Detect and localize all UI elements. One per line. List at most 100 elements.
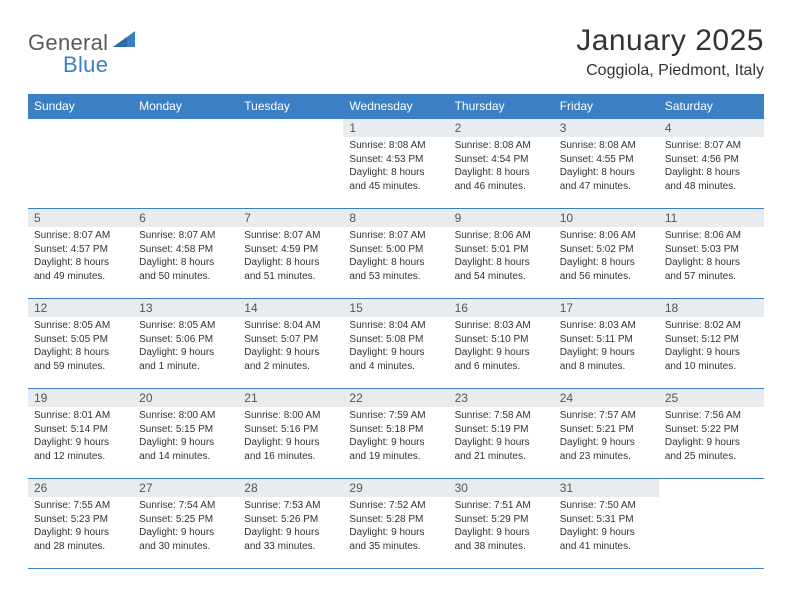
sunset-text: Sunset: 5:31 PM	[560, 513, 653, 527]
calendar-day-cell: 1Sunrise: 8:08 AMSunset: 4:53 PMDaylight…	[343, 119, 448, 209]
sunset-text: Sunset: 5:12 PM	[665, 333, 758, 347]
day-data: Sunrise: 7:52 AMSunset: 5:28 PMDaylight:…	[343, 497, 448, 559]
day-data: Sunrise: 8:07 AMSunset: 4:56 PMDaylight:…	[659, 137, 764, 199]
calendar-header-row: Sunday Monday Tuesday Wednesday Thursday…	[28, 94, 764, 119]
day-data: Sunrise: 8:07 AMSunset: 4:59 PMDaylight:…	[238, 227, 343, 289]
calendar-day-cell: 9Sunrise: 8:06 AMSunset: 5:01 PMDaylight…	[449, 209, 554, 299]
daylight-text: Daylight: 8 hours and 46 minutes.	[455, 166, 548, 193]
calendar-day-cell: 6Sunrise: 8:07 AMSunset: 4:58 PMDaylight…	[133, 209, 238, 299]
day-number: 21	[238, 389, 343, 407]
calendar-day-cell: 2Sunrise: 8:08 AMSunset: 4:54 PMDaylight…	[449, 119, 554, 209]
calendar-day-cell: 13Sunrise: 8:05 AMSunset: 5:06 PMDayligh…	[133, 299, 238, 389]
daylight-text: Daylight: 8 hours and 50 minutes.	[139, 256, 232, 283]
day-data: Sunrise: 8:05 AMSunset: 5:05 PMDaylight:…	[28, 317, 133, 379]
day-data: Sunrise: 8:07 AMSunset: 4:57 PMDaylight:…	[28, 227, 133, 289]
calendar-day-cell: 7Sunrise: 8:07 AMSunset: 4:59 PMDaylight…	[238, 209, 343, 299]
sunrise-text: Sunrise: 7:56 AM	[665, 409, 758, 423]
daylight-text: Daylight: 9 hours and 41 minutes.	[560, 526, 653, 553]
day-number: 11	[659, 209, 764, 227]
day-data: Sunrise: 7:54 AMSunset: 5:25 PMDaylight:…	[133, 497, 238, 559]
day-number: 7	[238, 209, 343, 227]
calendar-day-cell: 10Sunrise: 8:06 AMSunset: 5:02 PMDayligh…	[554, 209, 659, 299]
sunset-text: Sunset: 4:53 PM	[349, 153, 442, 167]
logo-text-blue: Blue	[31, 52, 108, 77]
day-number: 5	[28, 209, 133, 227]
calendar-week-row: 1 Sunrise: 8:08 AMSunset: 4:53 PM Daylight…	[28, 119, 764, 209]
sunset-text: Sunset: 5:00 PM	[349, 243, 442, 257]
sunrise-text: Sunrise: 8:04 AM	[244, 319, 337, 333]
calendar-day-cell: 26Sunrise: 7:55 AMSunset: 5:23 PMDayligh…	[28, 479, 133, 569]
calendar-day-cell: 22Sunrise: 7:59 AMSunset: 5:18 PMDayligh…	[343, 389, 448, 479]
daylight-text: Daylight: 9 hours and 25 minutes.	[665, 436, 758, 463]
sunrise-text: Sunrise: 8:00 AM	[244, 409, 337, 423]
day-data: Sunrise: 7:53 AMSunset: 5:26 PMDaylight:…	[238, 497, 343, 559]
calendar-day-cell: 23Sunrise: 7:58 AMSunset: 5:19 PMDayligh…	[449, 389, 554, 479]
day-number: 12	[28, 299, 133, 317]
sunrise-text: Sunrise: 8:08 AM	[349, 139, 442, 153]
day-data: Sunrise: 8:03 AMSunset: 5:10 PMDaylight:…	[449, 317, 554, 379]
day-data: Sunrise: 8:04 AMSunset: 5:07 PMDaylight:…	[238, 317, 343, 379]
day-number: 18	[659, 299, 764, 317]
calendar-day-cell: 16Sunrise: 8:03 AMSunset: 5:10 PMDayligh…	[449, 299, 554, 389]
calendar-day-cell	[238, 119, 343, 209]
calendar-day-cell: 3Sunrise: 8:08 AMSunset: 4:55 PMDaylight…	[554, 119, 659, 209]
daylight-text: Daylight: 9 hours and 28 minutes.	[34, 526, 127, 553]
daylight-text: Daylight: 9 hours and 38 minutes.	[455, 526, 548, 553]
calendar-day-cell: 24Sunrise: 7:57 AMSunset: 5:21 PMDayligh…	[554, 389, 659, 479]
sunset-text: Sunset: 4:54 PM	[455, 153, 548, 167]
day-number: 9	[449, 209, 554, 227]
daylight-text: Daylight: 9 hours and 19 minutes.	[349, 436, 442, 463]
day-number: 1	[343, 119, 448, 137]
sunset-text: Sunset: 5:11 PM	[560, 333, 653, 347]
daylight-text: Daylight: 9 hours and 16 minutes.	[244, 436, 337, 463]
daylight-text: Daylight: 8 hours and 49 minutes.	[34, 256, 127, 283]
calendar-day-cell	[659, 479, 764, 569]
sunrise-text: Sunrise: 7:50 AM	[560, 499, 653, 513]
location-subtitle: Coggiola, Piedmont, Italy	[576, 62, 764, 80]
calendar-day-cell: 5Sunrise: 8:07 AMSunset: 4:57 PMDaylight…	[28, 209, 133, 299]
day-data: Sunrise: 8:02 AMSunset: 5:12 PMDaylight:…	[659, 317, 764, 379]
day-number: 6	[133, 209, 238, 227]
sunset-text: Sunset: 4:55 PM	[560, 153, 653, 167]
sunrise-text: Sunrise: 7:52 AM	[349, 499, 442, 513]
day-number: 17	[554, 299, 659, 317]
calendar-day-cell	[133, 119, 238, 209]
sunrise-text: Sunrise: 7:58 AM	[455, 409, 548, 423]
day-data: Sunrise: 8:06 AMSunset: 5:02 PMDaylight:…	[554, 227, 659, 289]
day-number: 25	[659, 389, 764, 407]
day-data: Sunrise: 7:50 AMSunset: 5:31 PMDaylight:…	[554, 497, 659, 559]
day-number: 15	[343, 299, 448, 317]
day-data: Sunrise: 8:06 AMSunset: 5:03 PMDaylight:…	[659, 227, 764, 289]
sunset-text: Sunset: 5:28 PM	[349, 513, 442, 527]
day-data: Sunrise: 8:07 AMSunset: 4:58 PMDaylight:…	[133, 227, 238, 289]
day-data: Sunrise: 8:06 AMSunset: 5:01 PMDaylight:…	[449, 227, 554, 289]
daylight-text: Daylight: 8 hours and 56 minutes.	[560, 256, 653, 283]
daylight-text: Daylight: 9 hours and 6 minutes.	[455, 346, 548, 373]
day-number: 31	[554, 479, 659, 497]
day-data: Sunrise: 8:05 AMSunset: 5:06 PMDaylight:…	[133, 317, 238, 379]
calendar-table: Sunday Monday Tuesday Wednesday Thursday…	[28, 94, 764, 569]
sunrise-text: Sunrise: 7:54 AM	[139, 499, 232, 513]
day-number: 24	[554, 389, 659, 407]
calendar-day-cell: 15Sunrise: 8:04 AMSunset: 5:08 PMDayligh…	[343, 299, 448, 389]
calendar-day-cell: 27Sunrise: 7:54 AMSunset: 5:25 PMDayligh…	[133, 479, 238, 569]
day-data: Sunrise: 8:03 AMSunset: 5:11 PMDaylight:…	[554, 317, 659, 379]
sunset-text: Sunset: 5:10 PM	[455, 333, 548, 347]
logo-triangle-icon	[113, 31, 135, 52]
sunset-text: Sunset: 5:14 PM	[34, 423, 127, 437]
sunrise-text: Sunrise: 8:05 AM	[139, 319, 232, 333]
sunrise-text: Sunrise: 8:00 AM	[139, 409, 232, 423]
weekday-header: Saturday	[659, 94, 764, 119]
daylight-text: Daylight: 9 hours and 35 minutes.	[349, 526, 442, 553]
calendar-day-cell: 28Sunrise: 7:53 AMSunset: 5:26 PMDayligh…	[238, 479, 343, 569]
daylight-text: Daylight: 8 hours and 53 minutes.	[349, 256, 442, 283]
day-data: Sunrise: 8:07 AMSunset: 5:00 PMDaylight:…	[343, 227, 448, 289]
sunset-text: Sunset: 5:02 PM	[560, 243, 653, 257]
day-number: 14	[238, 299, 343, 317]
sunset-text: Sunset: 5:01 PM	[455, 243, 548, 257]
sunrise-text: Sunrise: 8:03 AM	[455, 319, 548, 333]
calendar-week-row: 12Sunrise: 8:05 AMSunset: 5:05 PMDayligh…	[28, 299, 764, 389]
sunrise-text: Sunrise: 8:05 AM	[34, 319, 127, 333]
calendar-day-cell: 8Sunrise: 8:07 AMSunset: 5:00 PMDaylight…	[343, 209, 448, 299]
day-data: Sunrise: 8:00 AMSunset: 5:15 PMDaylight:…	[133, 407, 238, 469]
